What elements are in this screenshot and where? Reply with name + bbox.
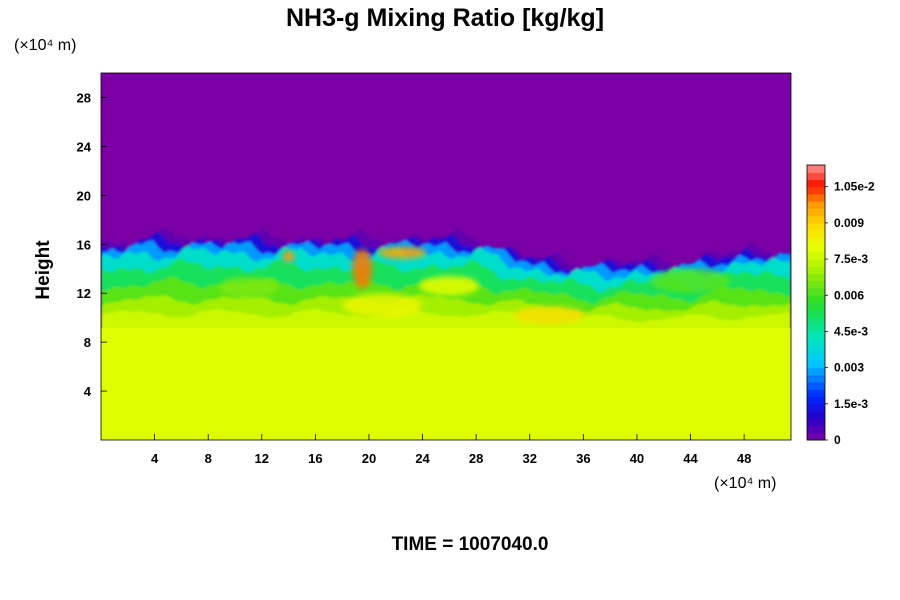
colorbar-segment-33 <box>807 193 825 202</box>
x-tick-label-1: 8 <box>205 451 212 466</box>
colorbar-segment-1 <box>807 425 825 434</box>
x-tick-label-8: 36 <box>576 451 590 466</box>
y-tick-label-0: 4 <box>84 384 92 399</box>
y-tick-label-2: 12 <box>77 286 91 301</box>
colorbar-segment-24 <box>807 259 825 267</box>
colorbar-segment-25 <box>807 251 825 260</box>
field-feature-0 <box>513 306 586 325</box>
colorbar-segment-4 <box>807 403 825 412</box>
colorbar-segment-28 <box>807 230 825 238</box>
lower-layer <box>101 328 791 440</box>
colorbar-segment-34 <box>807 186 825 195</box>
field-feature-3 <box>352 248 373 289</box>
colorbar-segment-6 <box>807 389 825 398</box>
colorbar-tick-label-7: 1.05e-2 <box>834 180 875 194</box>
colorbar-segment-27 <box>807 237 825 246</box>
colorbar-segment-8 <box>807 374 825 383</box>
y-tick-label-3: 16 <box>77 237 91 252</box>
y-tick-label-4: 20 <box>77 188 91 203</box>
x-tick-label-5: 24 <box>415 451 430 466</box>
x-tick-label-11: 48 <box>737 451 751 466</box>
colorbar-tick-label-3: 4.5e-3 <box>834 324 868 338</box>
colorbar-tick-label-6: 0.009 <box>834 216 864 230</box>
colorbar-segment-15 <box>807 324 825 332</box>
colorbar-segment-17 <box>807 309 825 318</box>
colorbar-segment-36 <box>807 172 825 180</box>
colorbar-segment-26 <box>807 244 825 253</box>
colorbar-segment-30 <box>807 215 825 224</box>
colorbar-tick-label-2: 0.003 <box>834 361 864 375</box>
colorbar-segment-11 <box>807 353 825 361</box>
colorbar <box>806 164 826 441</box>
field-feature-5 <box>282 250 295 263</box>
x-axis: 4 8 12 16 20 24 28 32 36 40 44 48 <box>151 434 751 466</box>
colorbar-segment-18 <box>807 302 825 311</box>
x-tick-label-10: 44 <box>683 451 698 466</box>
colorbar-segment-37 <box>807 165 825 173</box>
y-axis: 4 8 12 16 20 24 28 <box>77 90 107 399</box>
field-feature-6 <box>218 277 279 298</box>
colorbar-segment-13 <box>807 338 825 347</box>
colorbar-segment-35 <box>807 179 825 188</box>
colorbar-tick-label-0: 0 <box>834 433 841 447</box>
field-feature-2 <box>419 275 480 296</box>
colorbar-segment-23 <box>807 266 825 275</box>
y-tick-label-6: 28 <box>77 90 91 105</box>
colorbar-segment-7 <box>807 382 825 390</box>
y-tick-label-5: 24 <box>77 139 92 154</box>
y-unit-label: (×10⁴ m) <box>14 37 76 54</box>
field-feature-4 <box>378 246 427 259</box>
colorbar-segment-10 <box>807 360 825 369</box>
x-unit-label: (×10⁴ m) <box>714 475 776 492</box>
colorbar-tick-label-4: 0.006 <box>834 288 864 302</box>
x-tick-label-2: 12 <box>255 451 269 466</box>
x-tick-label-4: 20 <box>362 451 376 466</box>
x-tick-label-9: 40 <box>630 451 644 466</box>
plot-frame <box>100 72 792 441</box>
colorbar-segment-3 <box>807 411 825 419</box>
colorbar-segment-31 <box>807 208 825 217</box>
colorbar-segment-32 <box>807 201 825 209</box>
colorbar-segment-5 <box>807 396 825 405</box>
colorbar-segment-20 <box>807 288 825 296</box>
colorbar-frame <box>806 164 826 441</box>
colorbar-segment-0 <box>807 432 825 441</box>
colorbar-segment-14 <box>807 331 825 340</box>
y-axis-label: Height <box>33 240 54 300</box>
colorbar-segment-2 <box>807 418 825 427</box>
y-tick-label-1: 8 <box>84 335 91 350</box>
colorbar-tick-label-1: 1.5e-3 <box>834 397 868 411</box>
chart-title: NH3-g Mixing Ratio [kg/kg] <box>286 4 604 32</box>
x-tick-label-7: 32 <box>523 451 537 466</box>
x-tick-label-3: 16 <box>308 451 322 466</box>
time-label: TIME = 1007040.0 <box>392 534 549 555</box>
colorbar-segment-16 <box>807 316 825 325</box>
x-tick-label-6: 28 <box>469 451 483 466</box>
field-feature-1 <box>342 293 423 318</box>
plot-area <box>101 73 791 440</box>
field-feature-7 <box>650 268 731 293</box>
colorbar-segment-29 <box>807 222 825 231</box>
colorbar-segment-9 <box>807 367 825 376</box>
x-tick-label-0: 4 <box>151 451 159 466</box>
mixing-layer-blobs <box>218 246 731 325</box>
colorbar-segment-21 <box>807 280 825 289</box>
colorbar-ticks: 0 1.5e-3 0.003 4.5e-3 0.006 7.5e-3 0.009 1.05e-… <box>825 180 875 447</box>
colorbar-segment-12 <box>807 345 825 354</box>
colorbar-segment-19 <box>807 295 825 303</box>
colorbar-segment-22 <box>807 273 825 282</box>
colorbar-tick-label-5: 7.5e-3 <box>834 252 868 266</box>
